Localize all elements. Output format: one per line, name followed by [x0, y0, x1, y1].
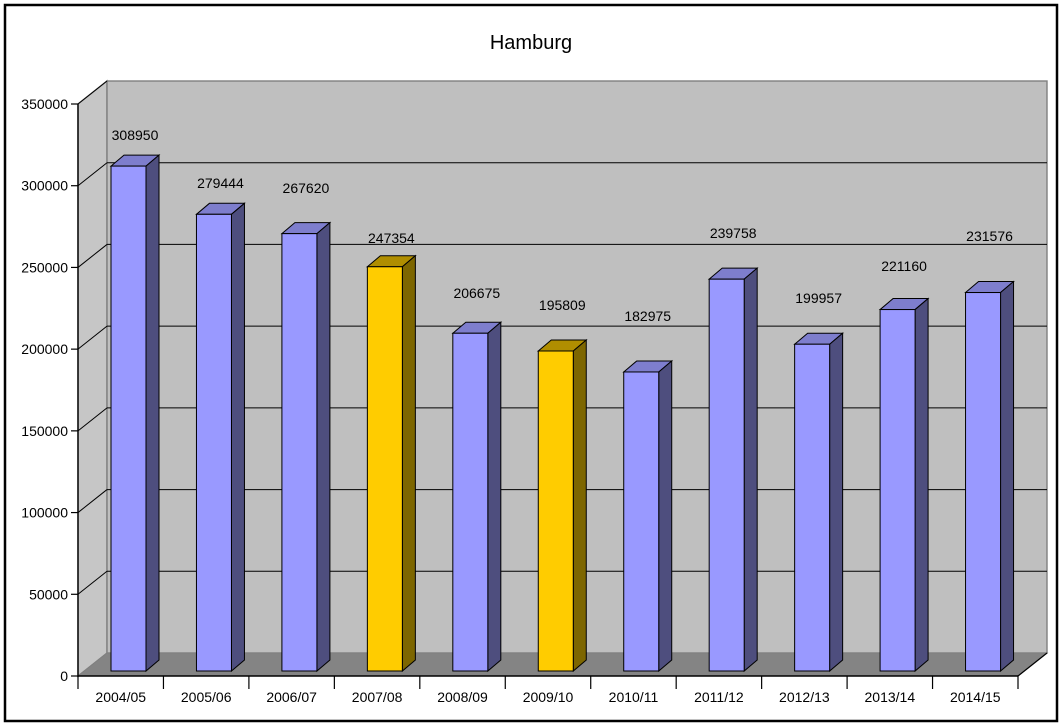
y-tick-label: 100000 [21, 505, 68, 521]
value-label-2008-09: 206675 [453, 285, 500, 301]
bar-side-face [829, 332, 844, 673]
bar-2007-08[interactable] [365, 254, 417, 673]
y-tick-label: 50000 [29, 586, 68, 602]
bar-side-face [743, 267, 758, 673]
bar-front-face [195, 213, 232, 672]
y-tick-label: 0 [60, 668, 68, 684]
gridline-diagonal [77, 325, 108, 350]
bar-2009-10[interactable] [536, 338, 588, 673]
bar-front-face [879, 309, 916, 672]
x-category-label: 2008/09 [437, 689, 488, 705]
bar-side-face [145, 154, 160, 673]
gridline-diagonal [77, 244, 108, 268]
bar-2011-12[interactable] [707, 267, 759, 673]
value-label-2009-10: 195809 [539, 297, 586, 313]
gridline-diagonal [77, 489, 108, 513]
bar-2005-06[interactable] [195, 202, 246, 673]
gridline-diagonal [77, 80, 108, 105]
bar-side-face [316, 221, 331, 673]
y-tick-label: 250000 [21, 259, 68, 275]
bar-side-face [572, 338, 587, 673]
bar-front-face [452, 332, 489, 672]
x-category-label: 2010/11 [609, 689, 659, 705]
bar-front-face [366, 266, 403, 672]
bar-2008-09[interactable] [451, 321, 503, 673]
y-tick-label: 350000 [21, 96, 68, 112]
value-label-2011-12: 239758 [710, 225, 757, 241]
bar-front-face [537, 350, 574, 672]
chart-border [3, 3, 1059, 723]
bar-2012-13[interactable] [793, 332, 845, 673]
value-label-2013-14: 221160 [881, 258, 927, 274]
value-label-2004-05: 308950 [112, 127, 159, 143]
floor-right-edge [1017, 652, 1048, 677]
bar-2004-05[interactable] [109, 154, 161, 673]
bar-front-face [965, 292, 1002, 672]
bar-2010-11[interactable] [622, 359, 674, 673]
value-label-2012-13: 199957 [795, 290, 842, 306]
x-category-label: 2009/10 [523, 689, 574, 705]
gridline-diagonal [77, 570, 108, 595]
bar-2014-15[interactable] [964, 280, 1015, 673]
plot-area: 0 50000 100000 150000 200000 250000 300000 3500… [21, 79, 1049, 705]
x-category-label: 2004/05 [95, 689, 146, 705]
gridline-diagonal [77, 407, 108, 432]
bar-front-face [623, 371, 660, 672]
x-category-label: 2007/08 [352, 689, 403, 705]
bar-front-face [110, 165, 147, 672]
bar-side-face [658, 359, 673, 673]
bar-side-face [487, 321, 502, 673]
gridline-diagonal [77, 162, 108, 187]
value-label-2007-08: 247354 [368, 230, 415, 246]
y-tick-label: 300000 [21, 178, 68, 194]
bar-2013-14[interactable] [878, 297, 930, 673]
chart-title: Hamburg [490, 32, 572, 54]
x-category-label: 2011/12 [694, 689, 744, 705]
value-label-2010-11: 182975 [624, 308, 671, 324]
bar-side-face [230, 202, 245, 673]
x-category-label: 2005/06 [181, 689, 232, 705]
value-label-2006-07: 267620 [283, 180, 330, 196]
left-wall [77, 79, 108, 678]
bar-side-face [1000, 280, 1015, 673]
y-tick-label: 150000 [21, 423, 68, 439]
bar-front-face [708, 278, 745, 672]
bar-2006-07[interactable] [280, 221, 332, 673]
x-category-label: 2014/15 [950, 689, 1001, 705]
bar-side-face [401, 254, 416, 673]
bar-front-face [281, 233, 318, 672]
value-label-2014-15: 231576 [966, 228, 1013, 244]
y-tick-label: 200000 [21, 341, 68, 357]
bar-side-face [914, 297, 929, 673]
bar-front-face [794, 343, 831, 672]
x-category-label: 2006/07 [266, 689, 317, 705]
x-category-label: 2012/13 [779, 689, 830, 705]
value-label-2005-06: 279444 [197, 175, 244, 191]
x-category-label: 2013/14 [865, 689, 916, 705]
